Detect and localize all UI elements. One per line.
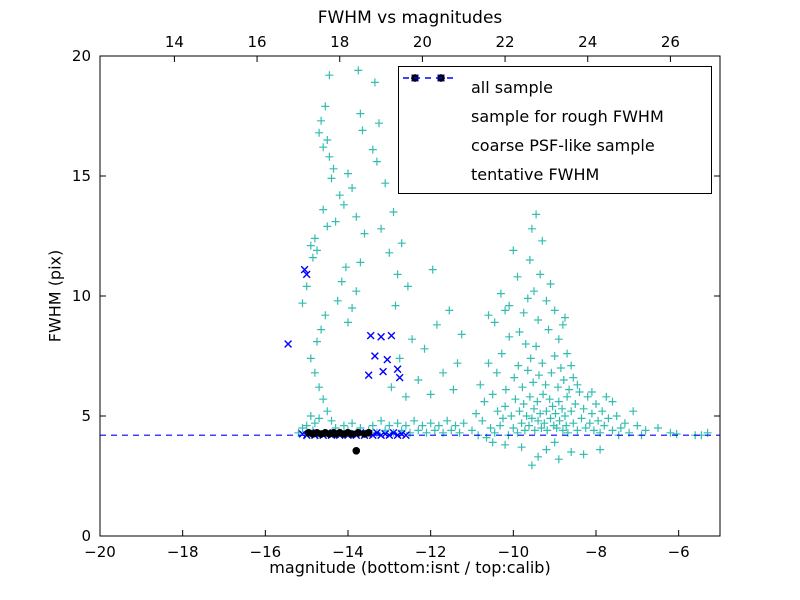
legend-entry-rough-fwhm: sample for rough FWHM — [409, 74, 707, 131]
svg-text:−18: −18 — [167, 543, 199, 561]
svg-text:−20: −20 — [84, 543, 116, 561]
svg-text:24: 24 — [578, 33, 597, 51]
dashed-line-icon — [403, 77, 471, 186]
legend: all sample sample for rough FWHM coarse … — [398, 66, 712, 194]
svg-text:10: 10 — [72, 287, 91, 305]
svg-text:14: 14 — [165, 33, 184, 51]
y-axis-label: FWHM (pix) — [45, 249, 65, 343]
svg-text:−12: −12 — [415, 543, 447, 561]
svg-text:16: 16 — [248, 33, 267, 51]
svg-text:−8: −8 — [585, 543, 607, 561]
svg-text:−14: −14 — [332, 543, 364, 561]
chart-title: FWHM vs magnitudes — [317, 8, 503, 28]
x-axis-label: magnitude (bottom:isnt / top:calib) — [269, 558, 551, 577]
x-marker-icon — [409, 74, 471, 128]
legend-label: tentative FWHM — [471, 165, 600, 184]
svg-text:15: 15 — [72, 167, 91, 185]
svg-text:22: 22 — [496, 33, 515, 51]
svg-text:18: 18 — [330, 33, 349, 51]
svg-text:20: 20 — [413, 33, 432, 51]
svg-text:−6: −6 — [668, 543, 690, 561]
svg-text:0: 0 — [81, 527, 91, 545]
legend-entry-coarse-psf: coarse PSF-like sample — [409, 74, 707, 160]
svg-text:20: 20 — [72, 47, 91, 65]
svg-text:26: 26 — [661, 33, 680, 51]
legend-entry-tentative-fwhm: tentative FWHM — [403, 77, 707, 189]
legend-label: sample for rough FWHM — [471, 107, 664, 126]
svg-text:−16: −16 — [250, 543, 282, 561]
legend-label: all sample — [471, 78, 553, 97]
legend-label: coarse PSF-like sample — [471, 136, 655, 155]
svg-text:−10: −10 — [498, 543, 530, 561]
svg-text:5: 5 — [81, 407, 91, 425]
circle-marker-icon — [409, 74, 471, 157]
